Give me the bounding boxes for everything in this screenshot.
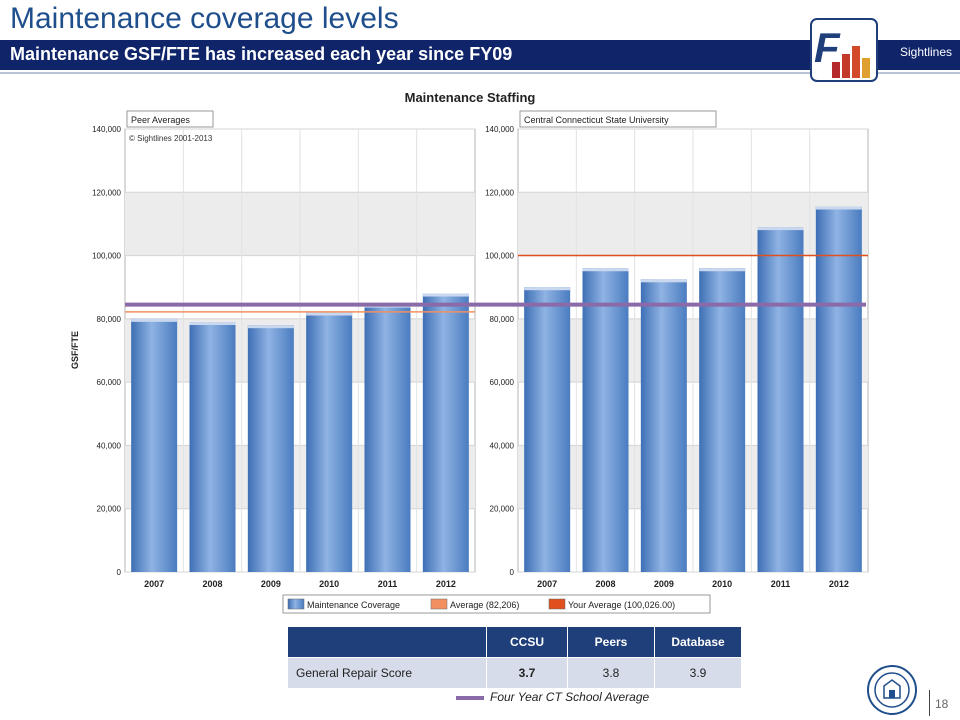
panel-label-box [126,110,214,128]
logo-letter: F [814,24,841,71]
x-tick-label: 2010 [319,579,339,589]
header-blank [287,626,487,658]
legend-swatch-average [430,598,448,610]
bar-cap [699,268,746,272]
panel-label-box [519,110,717,128]
y-tick-label: 40,000 [490,441,515,450]
x-tick-label: 2008 [202,579,222,589]
table-row: General Repair Score 3.7 3.8 3.9 [287,657,742,689]
x-tick-label: 2012 [436,579,456,589]
y-tick-label: 120,000 [485,188,514,197]
header-database: Database [654,626,742,658]
panel-label: Central Connecticut State University [524,115,669,125]
logo-brand-text: Sightlines [900,45,953,59]
y-tick-label: 60,000 [97,378,122,387]
sightlines-logo-icon: F [810,18,878,82]
x-tick-label: 2009 [654,579,674,589]
ccsu-score: 3.7 [486,657,568,689]
slide-subtitle: Maintenance GSF/FTE has increased each y… [10,44,513,64]
x-tick-label: 2010 [712,579,732,589]
bar [757,227,804,573]
panel-label: Peer Averages [131,115,190,125]
subtitle-rule [0,72,960,74]
slide-title: Maintenance coverage levels [10,2,399,35]
bar [422,293,469,572]
legend-label: Your Average (100,026.00) [568,600,675,610]
bar [131,318,178,572]
legend-swatch-your-average [548,598,566,610]
bar-cap [640,279,687,283]
bar-cap [131,318,178,322]
row-label: General Repair Score [287,657,487,689]
legend-swatch-coverage [287,598,305,610]
y-tick-label: 80,000 [97,315,122,324]
x-tick-label: 2008 [595,579,615,589]
bar-cap [247,325,294,329]
y-tick-label: 20,000 [490,505,515,514]
bar-cap [524,287,571,291]
y-tick-label: 80,000 [490,315,515,324]
x-tick-label: 2012 [829,579,849,589]
bar [247,325,294,572]
chart-title: Maintenance Staffing [405,90,536,105]
y-tick-label: 140,000 [92,125,121,134]
legend-label: Maintenance Coverage [307,600,400,610]
peers-score: 3.8 [567,657,655,689]
bar [306,312,353,572]
bar [815,206,862,572]
page-number: 18 [935,697,949,711]
y-tick-label: 0 [510,568,515,577]
subtitle-bar: Maintenance GSF/FTE has increased each y… [0,40,960,70]
header-peers: Peers [567,626,655,658]
y-tick-label: 140,000 [485,125,514,134]
y-tick-label: 100,000 [485,252,514,261]
copyright-note: © Sightlines 2001-2013 [129,134,213,143]
x-tick-label: 2007 [537,579,557,589]
y-axis-label: GSF/FTE [70,331,80,369]
bar-cap [422,293,469,297]
chart-panel-2: 0 20,000 40,000 60,000 80,000 100,000 120,000 1… [485,110,869,589]
maintenance-staffing-chart: Maintenance Staffing GSF/FTE 0 20,000 40,0… [70,90,869,614]
bar-cap [189,322,236,326]
bar-cap [757,227,804,231]
x-tick-label: 2007 [144,579,164,589]
x-tick-label: 2011 [378,579,398,589]
y-tick-label: 100,000 [92,252,121,261]
y-tick-label: 20,000 [97,505,122,514]
chart-panel-1: 0 20,000 40,000 60,000 80,000 100,000 120,000 1… [92,110,476,589]
ct-average-legend-swatch [456,696,484,700]
bar [524,287,571,572]
bar [364,304,411,572]
page-number-rule [929,690,930,716]
bar [640,279,687,572]
bar-cap [582,268,629,272]
bar [699,268,746,572]
score-table-header-row: CCSU Peers Database [287,626,742,658]
bar [582,268,629,572]
y-tick-label: 60,000 [490,378,515,387]
database-score: 3.9 [654,657,742,689]
bar [189,322,236,572]
x-tick-label: 2011 [771,579,791,589]
x-tick-label: 2009 [261,579,281,589]
bar-cap [306,312,353,316]
score-table: CCSU Peers Database General Repair Score… [287,626,742,689]
y-tick-label: 40,000 [97,441,122,450]
legend-label: Average (82,206) [450,600,519,610]
university-seal-icon [867,665,917,715]
y-tick-label: 0 [117,568,122,577]
legend-box [282,594,711,614]
y-tick-label: 120,000 [92,188,121,197]
bar-cap [815,206,862,210]
ct-average-legend-label: Four Year CT School Average [490,690,650,704]
header-ccsu: CCSU [486,626,568,658]
